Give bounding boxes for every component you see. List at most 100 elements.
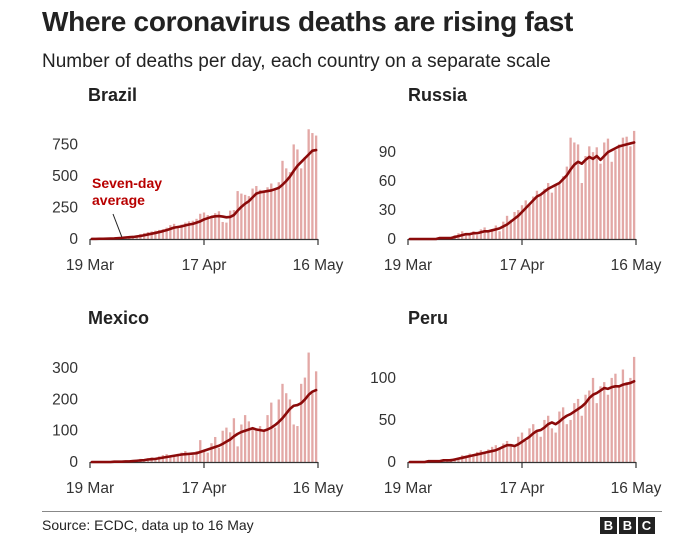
daily-bar [539, 194, 542, 239]
y-tick-label: 50 [379, 412, 397, 429]
daily-bar [180, 224, 183, 239]
daily-bar [550, 192, 554, 239]
daily-bar [202, 212, 206, 239]
daily-bar [606, 394, 610, 462]
daily-bar [236, 191, 239, 239]
daily-bar [509, 445, 512, 462]
panel-peru: Peru 0 50 100 19 Mar 17 Apr 16 May [370, 308, 662, 497]
daily-bar [165, 227, 168, 239]
daily-bar [273, 188, 277, 239]
daily-bar [629, 377, 632, 462]
daily-bar [258, 189, 262, 239]
daily-bar [614, 373, 617, 462]
daily-bar [191, 220, 194, 239]
daily-bar [573, 403, 576, 462]
daily-bar [539, 436, 542, 462]
daily-bar [172, 223, 176, 239]
daily-bar [243, 194, 247, 239]
bbc-logo-letter: C [638, 517, 655, 534]
daily-bar [199, 213, 202, 239]
daily-bar [229, 432, 232, 462]
daily-bar [569, 137, 572, 239]
x-tick-label: 17 Apr [182, 480, 227, 497]
daily-bar [591, 152, 595, 239]
daily-bar [629, 146, 632, 239]
daily-bar [520, 432, 524, 462]
daily-bar [240, 424, 243, 462]
x-tick-label: 19 Mar [384, 257, 432, 274]
seven-day-average-line [408, 141, 636, 241]
daily-bar [618, 386, 621, 462]
daily-bar [221, 430, 224, 462]
daily-bar [229, 210, 232, 239]
chart-subtitle: Number of deaths per day, each country o… [42, 51, 551, 72]
annotation-line: average [92, 192, 145, 208]
daily-bar [296, 149, 299, 239]
daily-bar [214, 213, 217, 239]
daily-bar [180, 452, 183, 462]
daily-bar [487, 231, 490, 239]
daily-bar [217, 447, 221, 462]
daily-bar [202, 449, 206, 462]
daily-bar [311, 393, 314, 462]
bbc-logo-letter: B [619, 517, 636, 534]
annotation-leader [112, 213, 123, 238]
daily-bar [277, 182, 280, 239]
daily-bar [606, 138, 610, 239]
daily-bar [599, 386, 602, 462]
daily-bar [307, 129, 310, 239]
daily-bar [184, 222, 187, 239]
x-tick-label: 17 Apr [500, 480, 545, 497]
daily-bar [588, 390, 591, 462]
y-tick-label: 250 [52, 199, 78, 216]
daily-bar [561, 176, 565, 239]
daily-bar [281, 383, 284, 462]
y-tick-label: 0 [387, 231, 396, 248]
daily-bar [588, 146, 591, 239]
daily-bar [150, 231, 153, 239]
daily-bar [206, 215, 209, 239]
y-tick-label: 0 [69, 454, 78, 471]
seven-day-average-line [90, 148, 318, 241]
daily-bar [475, 451, 479, 462]
daily-bar [195, 451, 198, 462]
y-tick-label: 0 [69, 231, 78, 248]
panel-title: Mexico [88, 308, 149, 328]
daily-bar [517, 210, 520, 239]
daily-bar [543, 188, 546, 239]
daily-bar [154, 230, 157, 239]
daily-bar [232, 418, 236, 462]
daily-bar [281, 160, 284, 239]
daily-bar [161, 229, 165, 239]
daily-bar [599, 163, 602, 239]
daily-bar [547, 183, 550, 239]
x-tick-label: 19 Mar [384, 480, 432, 497]
daily-bar [266, 187, 269, 239]
daily-bar [595, 403, 598, 462]
daily-bar [565, 424, 569, 462]
daily-bar [176, 226, 179, 239]
daily-bar [288, 399, 292, 462]
daily-bar [524, 200, 527, 239]
daily-bar [300, 383, 303, 462]
x-tick-label: 16 May [611, 257, 662, 274]
daily-bar [502, 221, 505, 239]
daily-bar [187, 221, 191, 239]
daily-bar [292, 424, 295, 462]
daily-bar [285, 168, 288, 239]
annotation-label: Seven-day average [92, 175, 162, 208]
daily-bar [632, 130, 636, 239]
daily-bar [472, 455, 475, 462]
daily-bar [464, 233, 468, 239]
daily-bar [191, 455, 194, 462]
daily-bar [625, 382, 628, 462]
daily-bar [554, 432, 557, 462]
daily-bar [520, 205, 524, 239]
daily-bar [483, 453, 486, 462]
daily-bar [292, 144, 295, 239]
x-tick-label: 16 May [293, 480, 344, 497]
daily-bar [576, 144, 580, 239]
daily-bar [157, 229, 161, 239]
daily-bar [468, 453, 471, 462]
